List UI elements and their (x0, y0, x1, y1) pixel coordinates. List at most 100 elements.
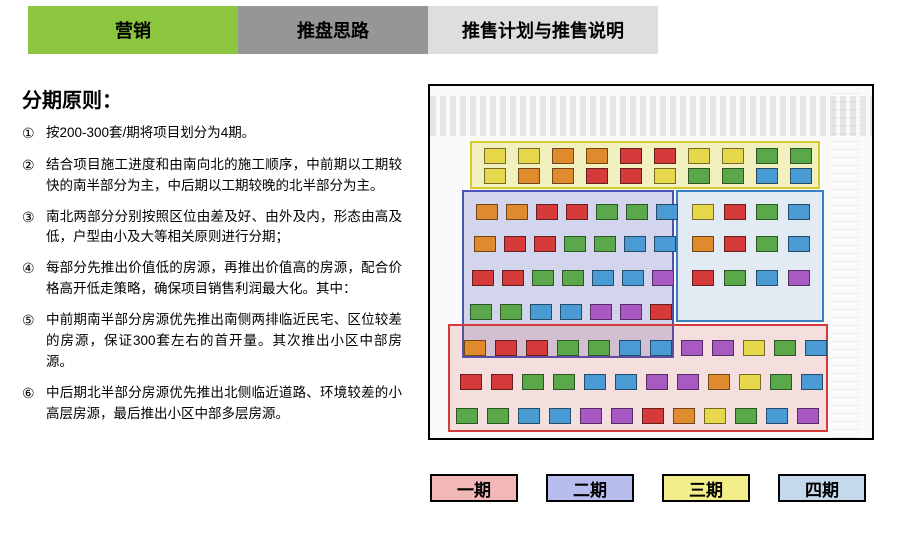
building-block (580, 408, 602, 424)
building-block (688, 148, 710, 164)
building-block (552, 168, 574, 184)
building-block (624, 236, 646, 252)
building-block (484, 148, 506, 164)
building-block (756, 168, 778, 184)
tab-strategy[interactable]: 推盘思路 (238, 6, 428, 54)
principle-text: 按200-300套/期将项目划分为4期。 (46, 123, 402, 145)
building-block (756, 204, 778, 220)
building-block (797, 408, 819, 424)
building-block (518, 168, 540, 184)
building-block (692, 204, 714, 220)
principle-item: ②结合项目施工进度和由南向北的施工顺序，中前期以工期较快的南半部分为主，中后期以… (22, 155, 402, 197)
building-block (536, 204, 558, 220)
building-block (502, 270, 524, 286)
building-block (735, 408, 757, 424)
section-title: 分期原则： (22, 84, 402, 113)
building-block (549, 408, 571, 424)
building-block (552, 148, 574, 164)
building-block (673, 408, 695, 424)
building-block (588, 340, 610, 356)
building-block (562, 270, 584, 286)
building-block (724, 236, 746, 252)
site-map (428, 84, 874, 440)
principle-item: ④每部分先推出价值低的房源，再推出价值高的房源，配合价格高开低走策略，确保项目销… (22, 258, 402, 300)
building-block (739, 374, 761, 390)
building-block (620, 148, 642, 164)
building-block (584, 374, 606, 390)
building-block (724, 204, 746, 220)
building-block (642, 408, 664, 424)
building-block (586, 168, 608, 184)
building-block (801, 374, 823, 390)
building-block (564, 236, 586, 252)
building-block (692, 236, 714, 252)
building-block (788, 270, 810, 286)
building-block (722, 148, 744, 164)
building-block (770, 374, 792, 390)
building-block (805, 340, 827, 356)
legend-phase-3: 三期 (662, 474, 750, 502)
building-block (504, 236, 526, 252)
building-block (456, 408, 478, 424)
building-block (566, 204, 588, 220)
building-block (526, 340, 548, 356)
principle-number: ⑤ (22, 310, 46, 373)
building-block (626, 204, 648, 220)
building-block (756, 236, 778, 252)
principle-text: 结合项目施工进度和由南向北的施工顺序，中前期以工期较快的南半部分为主，中后期以工… (46, 155, 402, 197)
building-block (704, 408, 726, 424)
tab-marketing[interactable]: 营销 (28, 6, 238, 54)
building-block (476, 204, 498, 220)
building-block (688, 168, 710, 184)
building-block (522, 374, 544, 390)
building-block (619, 340, 641, 356)
building-block (518, 148, 540, 164)
building-block (620, 304, 642, 320)
principle-item: ⑥中后期北半部分房源优先推出北侧临近道路、环境较差的小高层房源，最后推出小区中部… (22, 383, 402, 425)
principle-item: ①按200-300套/期将项目划分为4期。 (22, 123, 402, 145)
building-block (596, 204, 618, 220)
building-block (656, 204, 678, 220)
building-block (534, 236, 556, 252)
content-area: 分期原则： ①按200-300套/期将项目划分为4期。②结合项目施工进度和由南向… (0, 84, 920, 502)
principle-number: ② (22, 155, 46, 197)
building-block (472, 270, 494, 286)
left-panel: 分期原则： ①按200-300套/期将项目划分为4期。②结合项目施工进度和由南向… (0, 84, 410, 502)
building-block (518, 408, 540, 424)
principle-item: ⑤中前期南半部分房源优先推出南侧两排临近民宅、区位较差的房源，保证300套左右的… (22, 310, 402, 373)
building-block (592, 270, 614, 286)
principle-number: ⑥ (22, 383, 46, 425)
building-block (557, 340, 579, 356)
tab-plan[interactable]: 推售计划与推售说明 (428, 6, 658, 54)
right-panel: 一期 二期 三期 四期 (428, 84, 898, 502)
building-block (743, 340, 765, 356)
building-block (460, 374, 482, 390)
building-block (586, 148, 608, 164)
principle-number: ③ (22, 207, 46, 249)
building-block (620, 168, 642, 184)
building-block (790, 148, 812, 164)
building-block (594, 236, 616, 252)
principle-text: 每部分先推出价值低的房源，再推出价值高的房源，配合价格高开低走策略，确保项目销售… (46, 258, 402, 300)
building-block (654, 236, 676, 252)
building-block (646, 374, 668, 390)
tab-bar: 营销 推盘思路 推售计划与推售说明 (28, 6, 920, 54)
principle-text: 中前期南半部分房源优先推出南侧两排临近民宅、区位较差的房源，保证300套左右的首… (46, 310, 402, 373)
principle-text: 中后期北半部分房源优先推出北侧临近道路、环境较差的小高层房源，最后推出小区中部多… (46, 383, 402, 425)
building-block (622, 270, 644, 286)
building-block (692, 270, 714, 286)
legend-phase-4: 四期 (778, 474, 866, 502)
building-block (491, 374, 513, 390)
building-block (774, 340, 796, 356)
building-block (615, 374, 637, 390)
building-block (611, 408, 633, 424)
principle-number: ① (22, 123, 46, 145)
building-block (790, 168, 812, 184)
building-block (487, 408, 509, 424)
building-block (532, 270, 554, 286)
building-block (495, 340, 517, 356)
building-block (788, 204, 810, 220)
building-block (500, 304, 522, 320)
building-block (722, 168, 744, 184)
principle-text: 南北两部分分别按照区位由差及好、由外及内，形态由高及低，户型由小及大等相关原则进… (46, 207, 402, 249)
